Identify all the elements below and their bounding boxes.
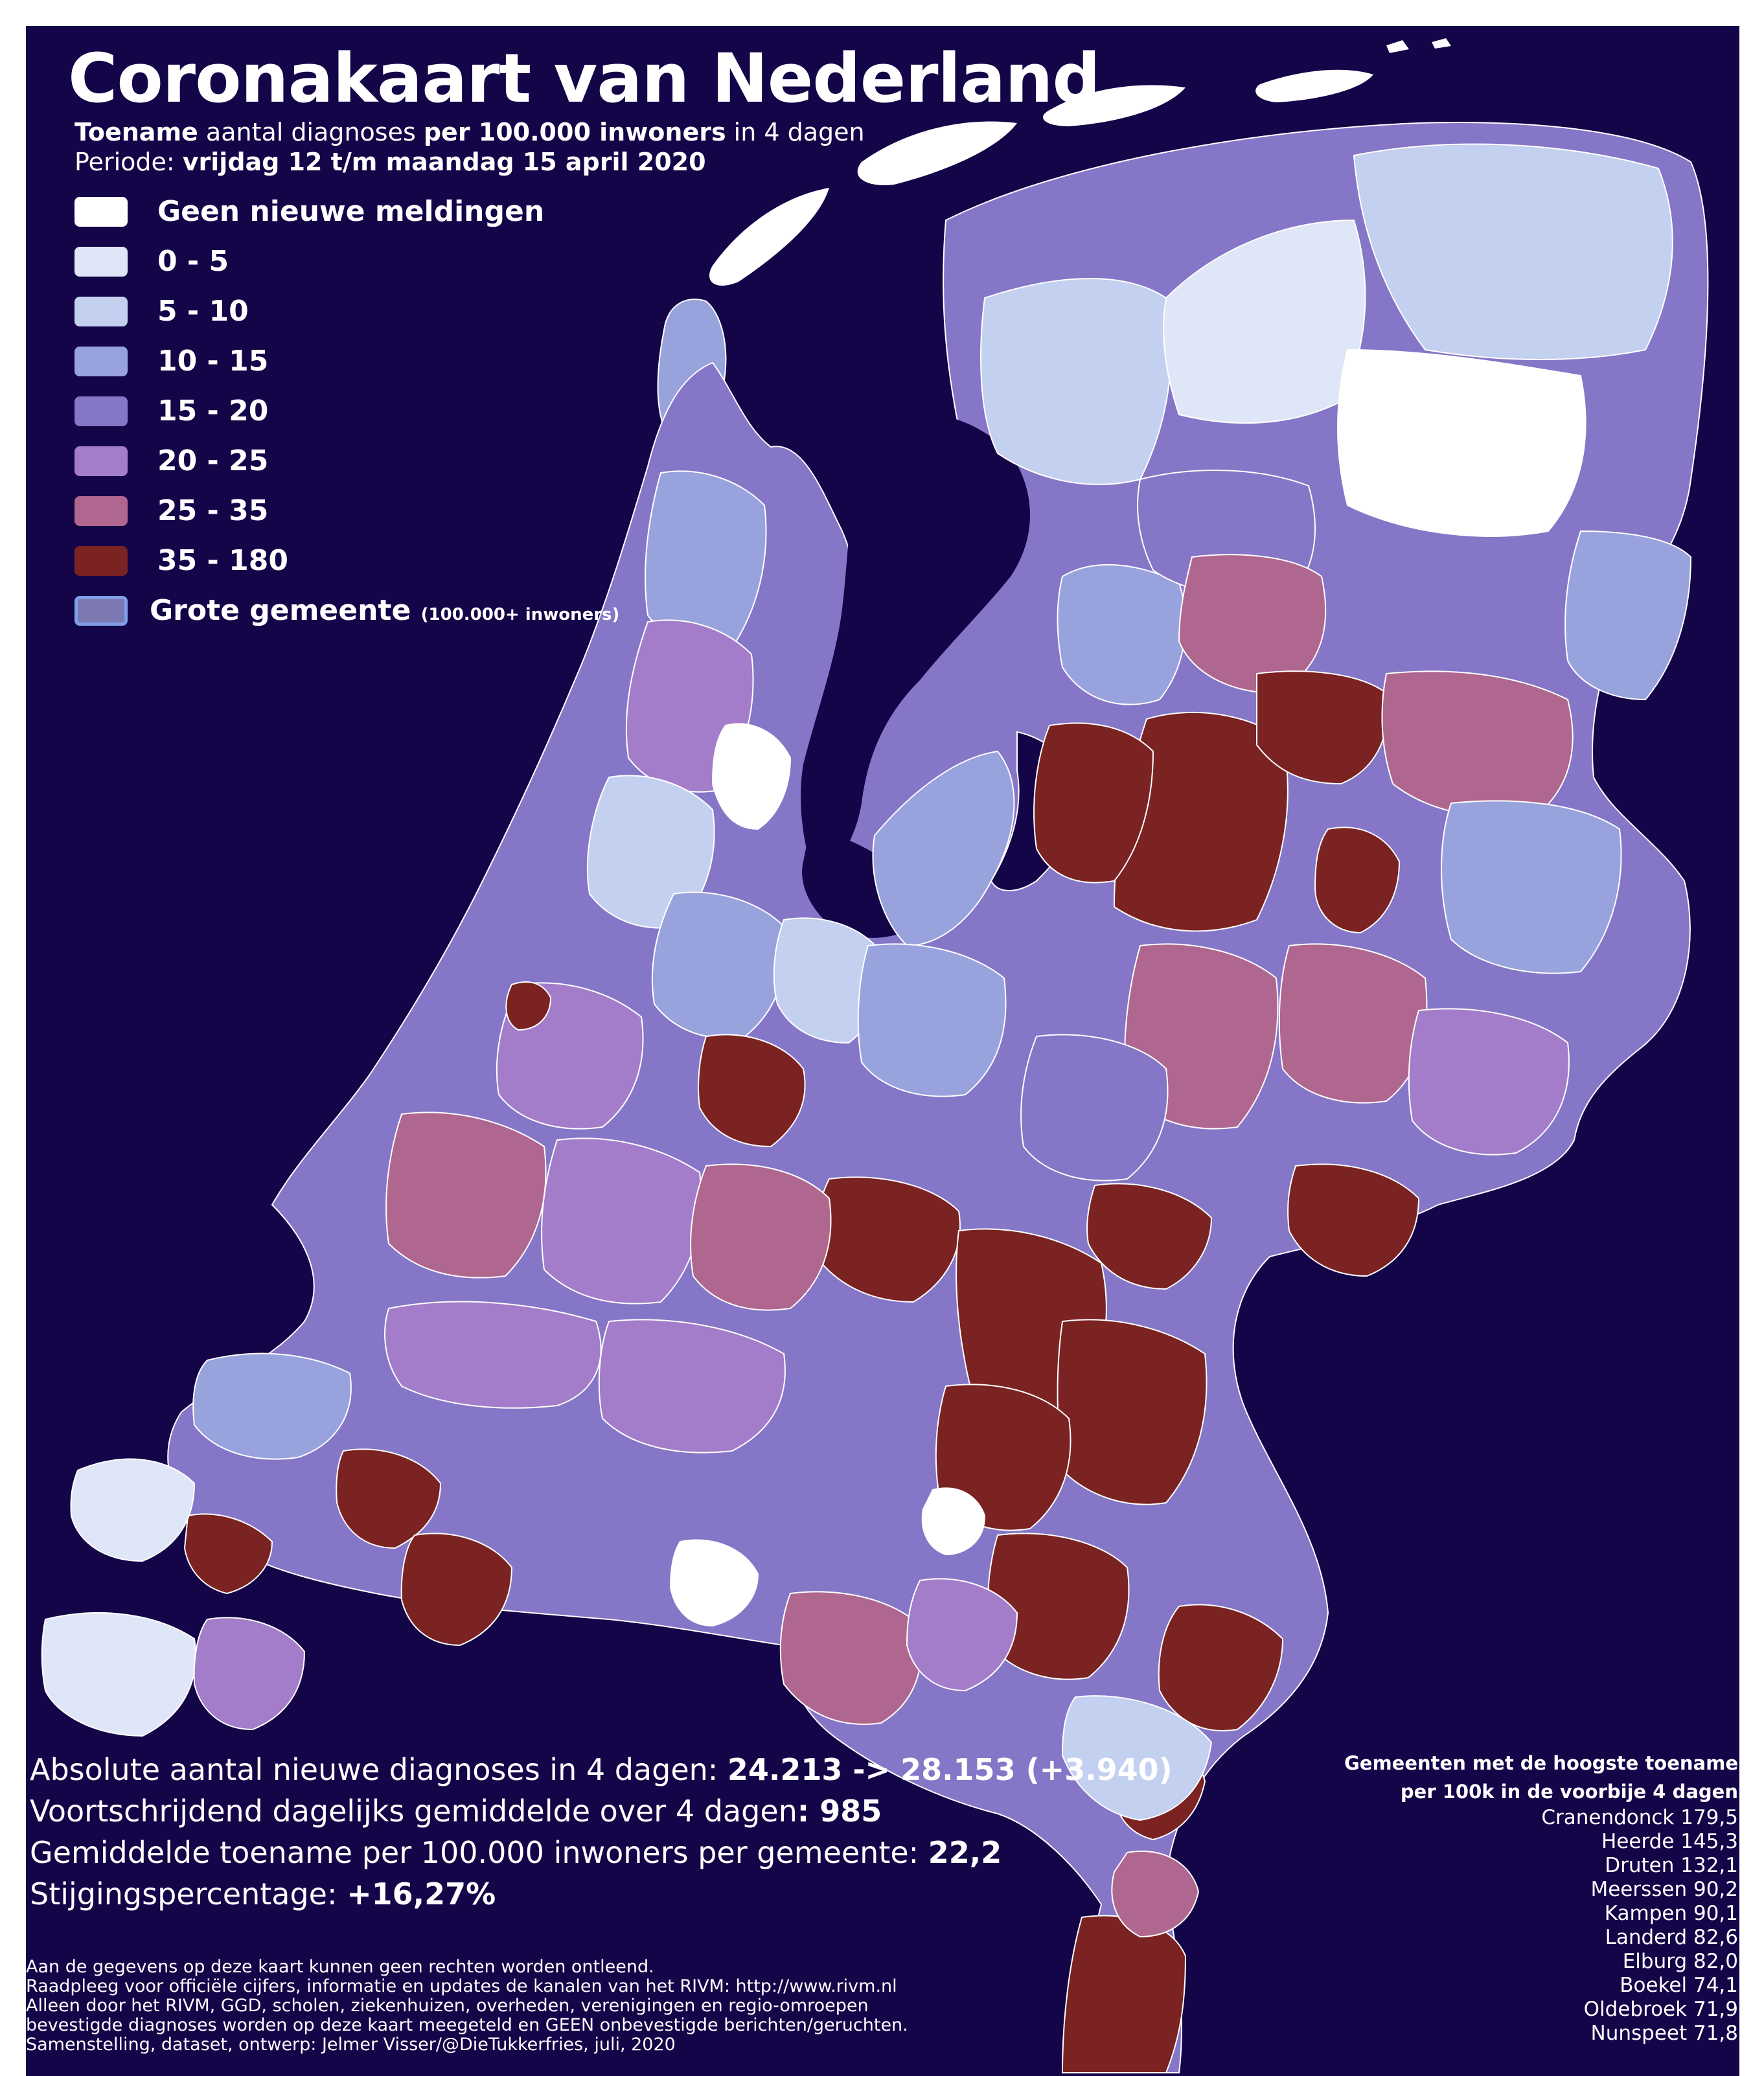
ijsselmeer — [801, 414, 1030, 881]
legend-swatch — [74, 346, 128, 376]
legend-label: 10 - 15 — [157, 345, 269, 378]
top-list-item: Nunspeet 71,8 — [1590, 2022, 1739, 2045]
top-list: Gemeenten met de hoogste toename per 100… — [1344, 1749, 1738, 2046]
stat-line-1: Absolute aantal nieuwe diagnoses in 4 da… — [30, 1749, 1173, 1790]
legend-item-25-35: 25 - 35 — [74, 486, 619, 536]
disclaimer-line: Aan de gegevens op deze kaart kunnen gee… — [26, 1957, 654, 1977]
legend-swatch — [74, 545, 128, 576]
top-list-heading-1: Gemeenten met de hoogste toename — [1344, 1752, 1738, 1774]
subtitle-2a: Periode: — [74, 148, 183, 176]
legend-item-20-25: 20 - 25 — [74, 436, 619, 486]
top-list-item: Oldebroek 71,9 — [1583, 1998, 1738, 2021]
stat-4-label: Stijgingspercentage: — [30, 1876, 347, 1911]
top-list-item: Elburg 82,0 — [1622, 1950, 1738, 1973]
legend-label: Geen nieuwe meldingen — [157, 195, 545, 228]
stat-1-value: 24.213 -> 28.153 (+3.940) — [727, 1752, 1173, 1787]
subtitle-1a: Toename — [74, 118, 198, 146]
legend-item-15-20: 15 - 20 — [74, 386, 619, 436]
disclaimer-line: Raadpleeg voor officiële cijfers, inform… — [26, 1976, 897, 1996]
legend-swatch — [74, 396, 128, 426]
legend-swatch-outlined — [74, 595, 128, 626]
legend-item-5-10: 5 - 10 — [74, 286, 619, 336]
legend-large-sub: (100.000+ inwoners) — [420, 605, 620, 624]
legend: Geen nieuwe meldingen 0 - 5 5 - 10 10 - … — [74, 187, 619, 635]
subtitle-1c: per 100.000 inwoners — [423, 118, 726, 146]
legend-item-10-15: 10 - 15 — [74, 336, 619, 386]
disclaimer-line: Samenstelling, dataset, ontwerp: Jelmer … — [26, 2035, 676, 2055]
map-frame: Coronakaart van Nederland Toename aantal… — [26, 26, 1739, 2076]
legend-label: 25 - 35 — [157, 494, 269, 527]
disclaimer: Aan de gegevens op deze kaart kunnen gee… — [26, 1957, 908, 2055]
top-list-item: Cranendonck 179,5 — [1541, 1806, 1738, 1829]
legend-label: 15 - 20 — [157, 394, 269, 428]
legend-label: 35 - 180 — [157, 544, 288, 577]
page-title: Coronakaart van Nederland — [68, 39, 1101, 118]
region-patches — [41, 143, 1692, 2073]
stat-2-label: Voortschrijdend dagelijks gemiddelde ove… — [30, 1794, 797, 1829]
noordoostpolder — [1057, 564, 1186, 705]
subtitle-1d: in 4 dagen — [726, 118, 865, 146]
top-list-item: Heerde 145,3 — [1601, 1830, 1738, 1853]
stat-4-value: +16,27% — [347, 1876, 496, 1911]
legend-swatch — [74, 296, 128, 326]
stat-3-label: Gemiddelde toename per 100.000 inwoners … — [30, 1835, 928, 1870]
top-list-item: Landerd 82,6 — [1605, 1926, 1738, 1949]
stat-3-value: 22,2 — [928, 1835, 1002, 1870]
stat-line-3: Gemiddelde toename per 100.000 inwoners … — [30, 1832, 1173, 1873]
flevoland — [872, 750, 1015, 947]
subtitle-2b: vrijdag 12 t/m maandag 15 april 2020 — [182, 148, 706, 176]
legend-swatch — [74, 196, 128, 227]
legend-swatch — [74, 446, 128, 476]
legend-large-label: Grote gemeente — [150, 594, 421, 627]
stat-2-value: : 985 — [797, 1794, 882, 1829]
top-list-item: Druten 132,1 — [1605, 1854, 1738, 1877]
top-list-heading-2: per 100k in de voorbije 4 dagen — [1400, 1781, 1738, 1803]
legend-item-large-municipality: Grote gemeente (100.000+ inwoners) — [74, 586, 619, 635]
stat-line-2: Voortschrijdend dagelijks gemiddelde ove… — [30, 1790, 1173, 1832]
stat-line-4: Stijgingspercentage: +16,27% — [30, 1873, 1173, 1915]
disclaimer-line: Alleen door het RIVM, GGD, scholen, ziek… — [26, 1996, 869, 2016]
top-list-item: Boekel 74,1 — [1620, 1974, 1738, 1997]
subtitle-line-1: Toename aantal diagnoses per 100.000 inw… — [74, 118, 865, 146]
legend-item-0-5: 0 - 5 — [74, 236, 619, 286]
netherlands-map — [41, 38, 1709, 2073]
legend-label: Grote gemeente (100.000+ inwoners) — [150, 594, 619, 627]
stat-1-label: Absolute aantal nieuwe diagnoses in 4 da… — [30, 1752, 727, 1787]
subtitle-line-2: Periode: vrijdag 12 t/m maandag 15 april… — [74, 148, 706, 176]
legend-label: 5 - 10 — [157, 295, 249, 328]
legend-swatch — [74, 246, 128, 277]
legend-label: 20 - 25 — [157, 444, 269, 477]
legend-swatch — [74, 496, 128, 526]
stats-overlay: Absolute aantal nieuwe diagnoses in 4 da… — [30, 1749, 1173, 1915]
top-list-item: Meerssen 90,2 — [1590, 1878, 1738, 1901]
legend-item-35-180: 35 - 180 — [74, 536, 619, 586]
disclaimer-line: bevestigde diagnoses worden op deze kaar… — [26, 2015, 908, 2035]
subtitle-1b: aantal diagnoses — [198, 118, 424, 146]
top-list-item: Kampen 90,1 — [1604, 1902, 1738, 1925]
wadden-islands — [709, 38, 1451, 286]
legend-label: 0 - 5 — [157, 245, 229, 278]
legend-item-none: Geen nieuwe meldingen — [74, 187, 619, 236]
